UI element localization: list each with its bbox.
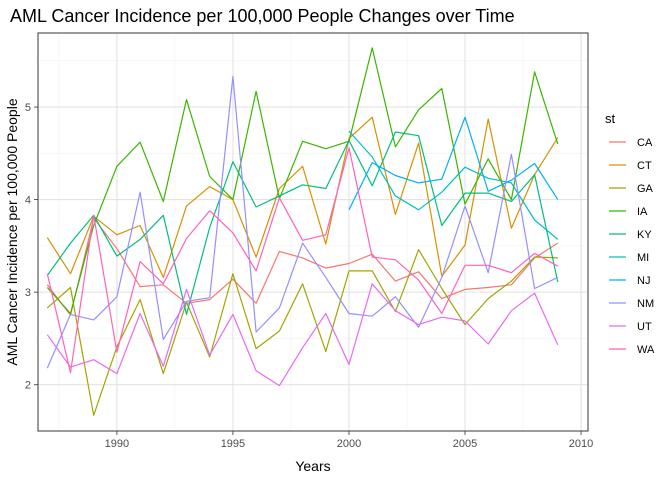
y-tick-label: 5 xyxy=(25,102,31,114)
series-line-ia xyxy=(46,47,559,315)
legend-title: st xyxy=(605,111,616,126)
plot-panel xyxy=(37,32,589,432)
series-lines xyxy=(46,47,559,416)
x-tick-label: 2010 xyxy=(569,438,593,450)
series-line-nj xyxy=(348,116,559,211)
legend-label-ga: GA xyxy=(637,183,654,195)
legend-label-ct: CT xyxy=(637,160,652,172)
series-line-wa xyxy=(46,147,559,374)
legend-label-mi: MI xyxy=(637,252,649,264)
x-tick-label: 1990 xyxy=(105,438,129,450)
y-axis-title: AML Cancer Incidence per 100,000 People xyxy=(4,98,20,365)
legend-label-ut: UT xyxy=(637,321,652,333)
x-axis-ticks: 1990 1995 2000 2005 2010 xyxy=(105,431,593,450)
legend-label-ky: KY xyxy=(637,229,652,241)
legend: st CA CT GA IA KY MI NJ NM UT WA xyxy=(605,111,655,356)
x-tick-label: 1995 xyxy=(221,438,245,450)
x-tick-label: 2005 xyxy=(453,438,477,450)
series-line-mi xyxy=(348,130,559,240)
y-tick-label: 4 xyxy=(25,195,31,207)
series-line-nm xyxy=(46,75,559,369)
legend-label-ia: IA xyxy=(637,206,648,218)
legend-label-wa: WA xyxy=(637,344,655,356)
series-line-ut xyxy=(46,283,559,387)
x-tick-label: 2000 xyxy=(337,438,361,450)
y-tick-label: 2 xyxy=(25,380,31,392)
x-axis-title: Years xyxy=(295,458,330,474)
series-line-ga xyxy=(46,249,558,416)
series-line-ky xyxy=(46,131,559,315)
chart-title: AML Cancer Incidence per 100,000 People … xyxy=(10,6,515,26)
plot-border xyxy=(37,32,589,432)
legend-label-ca: CA xyxy=(637,137,653,149)
y-tick-label: 3 xyxy=(25,287,31,299)
legend-items: CA CT GA IA KY MI NJ NM UT WA xyxy=(609,137,655,356)
legend-label-nj: NJ xyxy=(637,275,650,287)
legend-label-nm: NM xyxy=(637,298,654,310)
y-axis-ticks: 2 3 4 5 xyxy=(25,102,38,392)
series-line-ca xyxy=(46,217,559,316)
